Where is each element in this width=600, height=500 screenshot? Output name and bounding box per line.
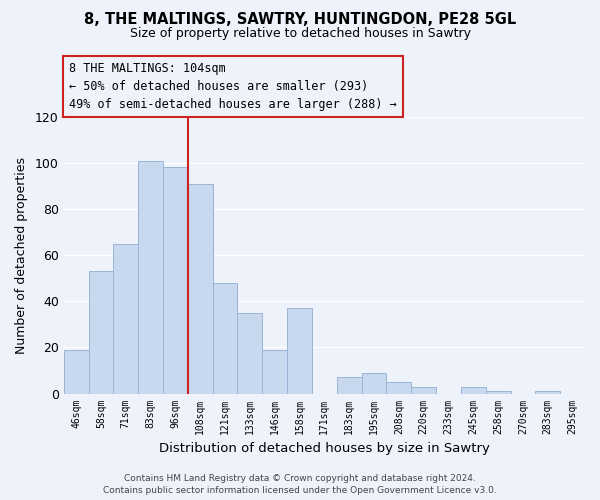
Bar xyxy=(163,168,188,394)
X-axis label: Distribution of detached houses by size in Sawtry: Distribution of detached houses by size … xyxy=(159,442,490,455)
Text: 8, THE MALTINGS, SAWTRY, HUNTINGDON, PE28 5GL: 8, THE MALTINGS, SAWTRY, HUNTINGDON, PE2… xyxy=(84,12,516,28)
Bar xyxy=(113,244,138,394)
Y-axis label: Number of detached properties: Number of detached properties xyxy=(15,156,28,354)
Bar xyxy=(64,350,89,394)
Bar xyxy=(535,391,560,394)
Bar xyxy=(411,386,436,394)
Bar xyxy=(461,386,486,394)
Bar xyxy=(337,378,362,394)
Bar xyxy=(89,272,113,394)
Text: Contains HM Land Registry data © Crown copyright and database right 2024.
Contai: Contains HM Land Registry data © Crown c… xyxy=(103,474,497,495)
Bar xyxy=(362,373,386,394)
Bar xyxy=(262,350,287,394)
Bar xyxy=(238,313,262,394)
Text: Size of property relative to detached houses in Sawtry: Size of property relative to detached ho… xyxy=(130,28,470,40)
Bar xyxy=(188,184,212,394)
Bar xyxy=(287,308,312,394)
Bar xyxy=(386,382,411,394)
Bar xyxy=(138,160,163,394)
Text: 8 THE MALTINGS: 104sqm
← 50% of detached houses are smaller (293)
49% of semi-de: 8 THE MALTINGS: 104sqm ← 50% of detached… xyxy=(69,62,397,111)
Bar xyxy=(486,391,511,394)
Bar xyxy=(212,283,238,394)
